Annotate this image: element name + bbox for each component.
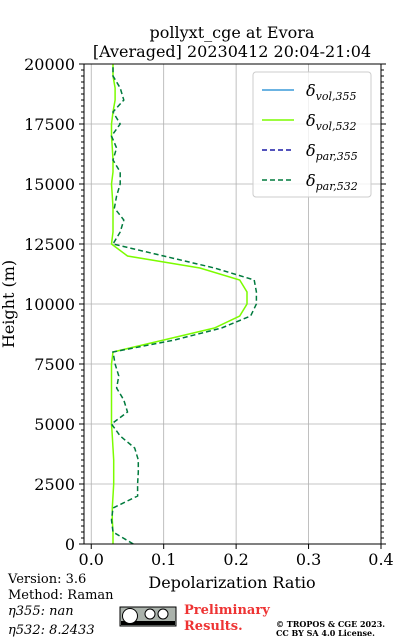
y-tick-label: 2500	[34, 475, 75, 494]
y-axis-label: Height (m)	[0, 260, 18, 348]
y-tick-label: 15000	[24, 175, 75, 194]
plot-frame	[83, 63, 382, 545]
legend-label: δvol,355	[306, 81, 357, 103]
legend: δvol,355 δvol,532 δpar,355 δpar,532	[252, 71, 372, 198]
profile-line	[110, 64, 258, 545]
y-tick-label: 12500	[24, 235, 75, 254]
profile-line	[110, 64, 248, 544]
y-tick-label: 20000	[24, 55, 75, 74]
copyright: © TROPOS & CGE 2023.	[276, 619, 385, 629]
y-tick-label: 5000	[34, 415, 75, 434]
footer-info: η355: nan	[8, 604, 74, 619]
y-tick-label: 10000	[24, 295, 75, 314]
x-tick-label: 0.3	[296, 550, 321, 569]
y-tick-label: 7500	[34, 355, 75, 374]
notice: Results.	[184, 619, 243, 634]
notice: Preliminary	[184, 603, 270, 618]
footer-info: η532: 8.2433	[8, 623, 95, 638]
footer-info: Version: 3.6	[7, 572, 86, 587]
legend-label: δpar,355	[306, 141, 358, 163]
copyright: CC BY SA 4.0 License.	[276, 628, 375, 638]
x-axis-label: Depolarization Ratio	[148, 573, 315, 592]
legend-label: δvol,532	[306, 111, 357, 133]
y-tick-label: 17500	[24, 115, 75, 134]
x-tick-label: 0.4	[368, 550, 393, 569]
cc-icon	[119, 606, 177, 627]
chart-title: [Averaged] 20230412 20:04-21:04	[93, 42, 371, 61]
x-tick-label: 0.1	[151, 550, 176, 569]
y-tick-label: 0	[65, 535, 75, 554]
chart-title: pollyxt_cge at Evora	[150, 23, 315, 42]
x-tick-label: 0.2	[223, 550, 248, 569]
footer-info: Method: Raman	[8, 588, 114, 603]
legend-box	[252, 71, 372, 198]
x-tick-label: 0.0	[79, 550, 104, 569]
legend-label: δpar,532	[306, 171, 358, 193]
